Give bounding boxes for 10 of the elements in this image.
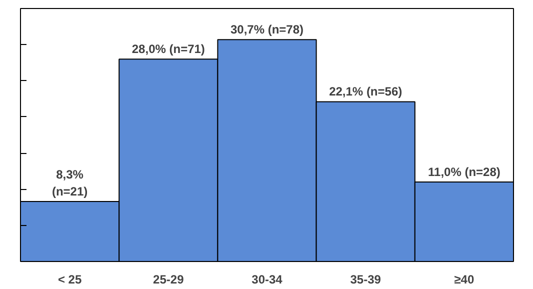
x-tick-label: 30-34 [252, 272, 283, 286]
data-label: 30,7% (n=78) [230, 22, 304, 37]
data-label: 11,0% (n=28) [428, 164, 500, 179]
data-label: 22,1% (n=56) [329, 84, 402, 99]
x-tick-label: < 25 [58, 272, 82, 286]
data-label: 28,0% (n=71) [132, 42, 205, 56]
data-label: 8,3% (n=21) [52, 168, 88, 199]
x-tick-label: ≥40 [454, 272, 474, 286]
x-tick-label: 25-29 [153, 272, 184, 286]
x-tick-label: 35-39 [350, 272, 382, 286]
